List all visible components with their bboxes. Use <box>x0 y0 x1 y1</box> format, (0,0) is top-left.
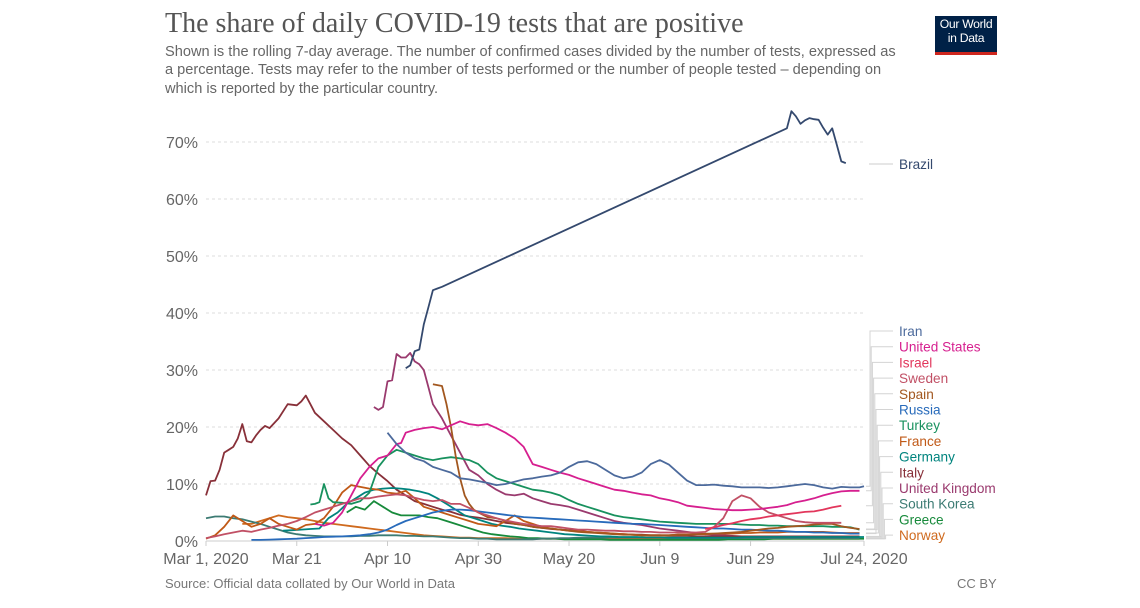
legend-label-sweden[interactable]: Sweden <box>899 371 948 386</box>
series-line-iran[interactable] <box>386 432 865 490</box>
y-tick-label: 60% <box>166 192 198 209</box>
gridlines <box>206 141 864 542</box>
y-tick-label: 30% <box>166 363 198 380</box>
series-line-turkey[interactable] <box>310 448 860 531</box>
legend-connector <box>866 346 893 492</box>
legend-connector <box>866 330 893 487</box>
legend-connector <box>866 503 893 539</box>
series-line-south-korea[interactable] <box>205 515 860 541</box>
legend-label-norway[interactable]: Norway <box>899 528 945 543</box>
logo-line-1: Our World <box>939 17 993 31</box>
chart-title: The share of daily COVID-19 tests that a… <box>165 8 744 39</box>
legend-label-south-korea[interactable]: South Korea <box>899 497 975 512</box>
legend-connector <box>866 361 893 507</box>
series-lines <box>205 110 865 541</box>
legend-connector <box>866 424 893 531</box>
legend-label-spain[interactable]: Spain <box>899 387 934 402</box>
x-tick-label: Apr 10 <box>364 551 411 568</box>
y-tick-label: 40% <box>166 306 198 323</box>
legend-connector <box>866 487 893 538</box>
x-tick-label: Apr 30 <box>455 551 502 568</box>
legend-connector <box>866 393 893 530</box>
legend-label-russia[interactable]: Russia <box>899 403 941 418</box>
series-line-united-states[interactable] <box>314 420 860 527</box>
legend-label-germany[interactable]: Germany <box>899 450 955 465</box>
legend-connector <box>866 534 893 540</box>
y-axis: 0% 10% 20% 30% 40% 50% 60% 70% <box>166 135 198 551</box>
y-tick-label: 50% <box>166 249 198 266</box>
source-note[interactable]: Source: Official data collated by Our Wo… <box>165 576 455 591</box>
owid-logo[interactable]: Our World in Data <box>935 16 997 55</box>
legend-label-turkey[interactable]: Turkey <box>899 418 940 433</box>
legend-label-brazil[interactable]: Brazil <box>899 157 933 172</box>
legend-connector <box>866 440 893 534</box>
x-tick-label: May 20 <box>543 551 596 568</box>
legend-connector <box>866 471 893 537</box>
series-line-israel[interactable] <box>705 504 842 530</box>
x-tick-label: Mar 1, 2020 <box>163 551 248 568</box>
y-tick-label: 0% <box>175 534 198 551</box>
series-line-brazil[interactable] <box>405 110 847 370</box>
chart-subtitle: Shown is the rolling 7-day average. The … <box>165 44 896 97</box>
license-link[interactable]: CC BY <box>957 576 997 591</box>
x-tick-label: Jun 29 <box>727 551 775 568</box>
series-line-sweden[interactable] <box>205 493 842 539</box>
x-tick-label: Jul 24, 2020 <box>820 551 907 568</box>
x-tick-label: Mar 21 <box>272 551 322 568</box>
series-line-germany[interactable] <box>283 487 864 539</box>
legend-label-united-kingdom[interactable]: United Kingdom <box>899 481 996 496</box>
y-tick-label: 20% <box>166 420 198 437</box>
legend-connector <box>866 377 893 524</box>
y-tick-label: 10% <box>166 477 198 494</box>
legend-label-united-states[interactable]: United States <box>899 340 981 355</box>
legend-connector <box>866 409 893 535</box>
legend-label-france[interactable]: France <box>899 434 941 449</box>
legend-label-iran[interactable]: Iran <box>899 324 922 339</box>
y-tick-label: 70% <box>166 135 198 152</box>
legend-label-israel[interactable]: Israel <box>899 355 932 370</box>
x-tick-label: Jun 9 <box>640 551 679 568</box>
x-axis: Mar 1, 2020 Mar 21 Apr 10 Apr 30 May 20 Jun 9… <box>163 541 908 568</box>
logo-line-2: in Data <box>947 31 985 45</box>
legend-label-greece[interactable]: Greece <box>899 512 944 527</box>
series-line-italy[interactable] <box>205 394 860 538</box>
legend-label-italy[interactable]: Italy <box>899 465 924 480</box>
